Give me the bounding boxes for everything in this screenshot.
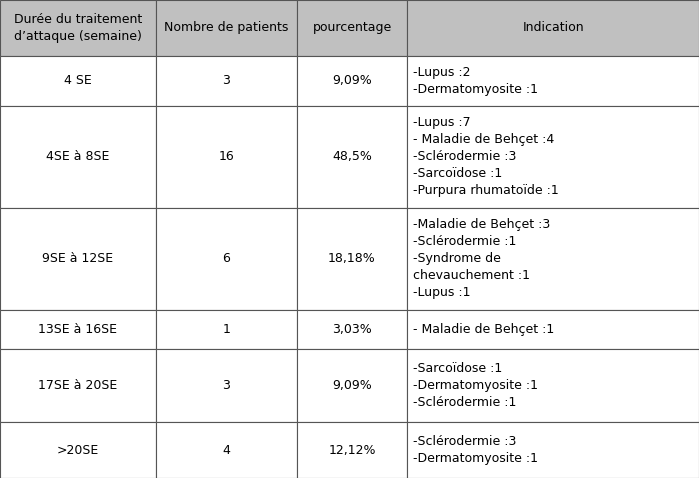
Text: 4 SE: 4 SE <box>64 74 92 87</box>
Bar <box>156 422 296 478</box>
Bar <box>0 349 156 422</box>
Bar <box>408 349 699 422</box>
Text: 3: 3 <box>222 74 230 87</box>
Text: 16: 16 <box>218 150 234 163</box>
Bar <box>296 349 408 422</box>
Text: 4: 4 <box>222 444 230 456</box>
Text: 9,09%: 9,09% <box>332 379 372 392</box>
Text: 18,18%: 18,18% <box>328 252 376 265</box>
Bar <box>0 56 156 106</box>
Bar <box>296 208 408 310</box>
Bar <box>296 106 408 208</box>
Text: 12,12%: 12,12% <box>329 444 376 456</box>
Bar <box>156 106 296 208</box>
Text: Indication: Indication <box>522 22 584 34</box>
Text: 6: 6 <box>222 252 230 265</box>
Text: 1: 1 <box>222 323 230 336</box>
Bar <box>408 0 699 56</box>
Bar <box>408 208 699 310</box>
Bar <box>156 56 296 106</box>
Bar <box>0 106 156 208</box>
Bar <box>296 0 408 56</box>
Text: 13SE à 16SE: 13SE à 16SE <box>38 323 117 336</box>
Text: 3,03%: 3,03% <box>332 323 372 336</box>
Text: -Maladie de Behçet :3
-Sclérodermie :1
-Syndrome de
chevauchement :1
-Lupus :1: -Maladie de Behçet :3 -Sclérodermie :1 -… <box>413 218 551 299</box>
Bar <box>296 56 408 106</box>
Bar <box>408 310 699 349</box>
Bar <box>0 422 156 478</box>
Text: pourcentage: pourcentage <box>312 22 391 34</box>
Bar <box>296 310 408 349</box>
Text: 9,09%: 9,09% <box>332 74 372 87</box>
Text: 3: 3 <box>222 379 230 392</box>
Bar <box>296 422 408 478</box>
Text: -Sclérodermie :3
-Dermatomyosite :1: -Sclérodermie :3 -Dermatomyosite :1 <box>413 435 538 465</box>
Text: 9SE à 12SE: 9SE à 12SE <box>43 252 113 265</box>
Bar <box>408 106 699 208</box>
Text: -Lupus :2
-Dermatomyosite :1: -Lupus :2 -Dermatomyosite :1 <box>413 66 538 96</box>
Text: 4SE à 8SE: 4SE à 8SE <box>46 150 110 163</box>
Text: Durée du traitement
d’attaque (semaine): Durée du traitement d’attaque (semaine) <box>14 13 142 43</box>
Bar <box>156 208 296 310</box>
Bar <box>0 0 156 56</box>
Bar <box>0 310 156 349</box>
Bar <box>408 422 699 478</box>
Bar <box>0 208 156 310</box>
Text: -Lupus :7
- Maladie de Behçet :4
-Sclérodermie :3
-Sarcoïdose :1
-Purpura rhumat: -Lupus :7 - Maladie de Behçet :4 -Scléro… <box>413 116 559 197</box>
Text: >20SE: >20SE <box>57 444 99 456</box>
Text: -Sarcoïdose :1
-Dermatomyosite :1
-Sclérodermie :1: -Sarcoïdose :1 -Dermatomyosite :1 -Sclér… <box>413 362 538 409</box>
Bar <box>408 56 699 106</box>
Text: 17SE à 20SE: 17SE à 20SE <box>38 379 117 392</box>
Text: Nombre de patients: Nombre de patients <box>164 22 289 34</box>
Bar <box>156 310 296 349</box>
Text: - Maladie de Behçet :1: - Maladie de Behçet :1 <box>413 323 554 336</box>
Text: 48,5%: 48,5% <box>332 150 372 163</box>
Bar <box>156 0 296 56</box>
Bar <box>156 349 296 422</box>
